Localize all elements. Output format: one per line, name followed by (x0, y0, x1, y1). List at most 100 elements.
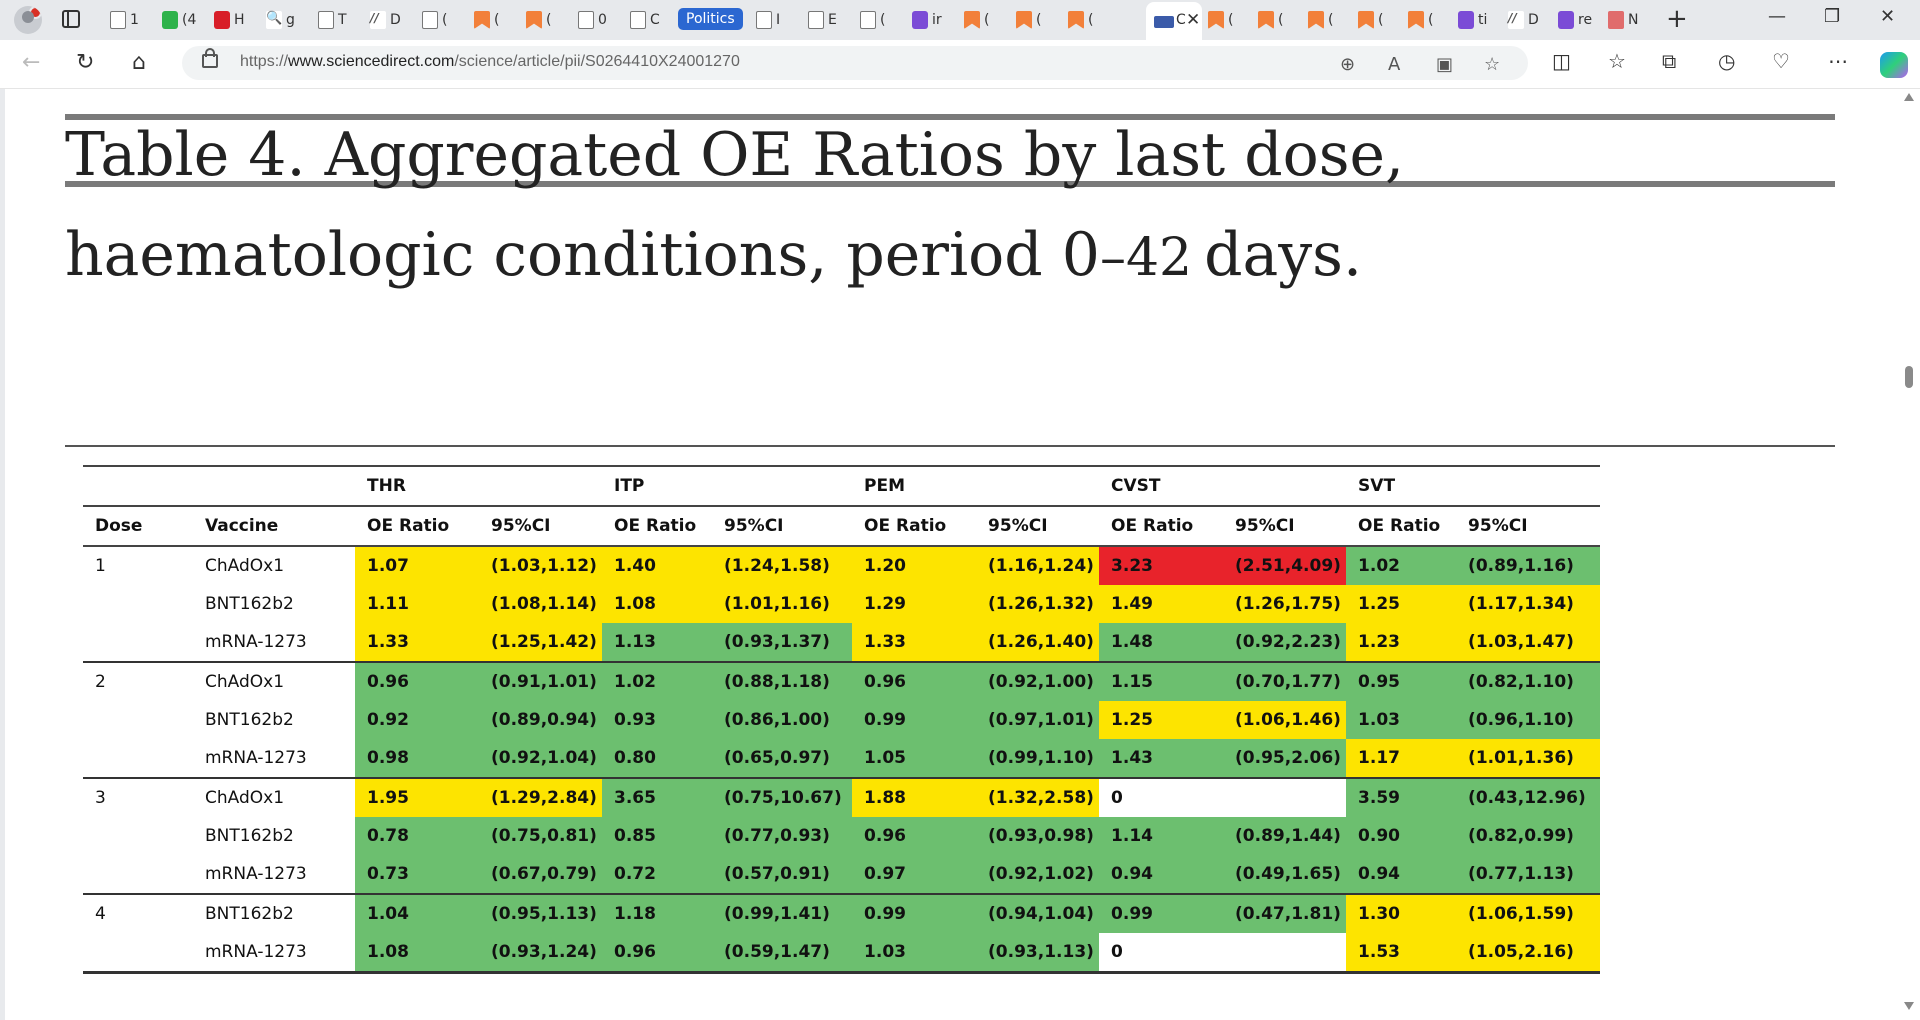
browser-tab[interactable]: //D (1508, 6, 1539, 34)
vaccine-cell: mRNA-1273 (193, 933, 355, 974)
vertical-scrollbar[interactable] (1898, 89, 1920, 1020)
table-row: 1 ChAdOx1 1.07 (1.03,1.12) 1.40 (1.24,1.58) 1.… (83, 546, 1601, 585)
group-header-row: THR ITP PEM CVST SVT (83, 465, 1601, 506)
ci-cell: (1.26,1.75) (1223, 585, 1347, 623)
oe-ratio-cell: 1.03 (1346, 701, 1457, 739)
table-row: 3 ChAdOx1 1.95 (1.29,2.84) 3.65 (0.75,10.67) 1… (83, 777, 1601, 817)
url-text[interactable]: https://www.sciencedirect.com/science/ar… (240, 53, 740, 70)
browser-tab[interactable]: C (630, 6, 660, 34)
yahoo-icon (1558, 11, 1574, 29)
column-header: OE Ratio (602, 505, 713, 547)
tab-label: H (234, 12, 245, 28)
browser-tab[interactable]: I (756, 6, 780, 34)
ci-cell: (0.65,0.97) (712, 739, 853, 778)
favorites-icon[interactable]: ☆ (1608, 49, 1626, 73)
table-title-top-rule (65, 181, 1835, 187)
browser-tab[interactable]: ( (1016, 6, 1041, 34)
refresh-button[interactable]: ↻ (76, 50, 95, 75)
oe-ratio-cell: 1.49 (1099, 585, 1224, 623)
oe-ratio-cell: 0.95 (1346, 661, 1457, 701)
browser-tab[interactable]: ( (474, 6, 499, 34)
restore-button[interactable]: ❐ (1824, 6, 1841, 27)
ci-cell: (0.88,1.18) (712, 661, 853, 701)
browser-tab[interactable]: T (318, 6, 347, 34)
oe-ratio-cell: 1.05 (852, 739, 977, 778)
active-tab[interactable]: ✕ C (1146, 2, 1202, 40)
dose-cell: 3 (83, 777, 193, 817)
oe-ratio-cell: 0.99 (852, 701, 977, 739)
browser-tab[interactable]: ( (1408, 6, 1433, 34)
collections-icon[interactable]: ⧉ (1662, 49, 1677, 73)
browser-tab[interactable]: ( (526, 6, 551, 34)
tab-group-politics[interactable]: Politics (678, 8, 743, 30)
zoom-icon[interactable]: ⊕ (1340, 54, 1356, 75)
bookmark-icon (474, 11, 490, 29)
vaccine-cell: mRNA-1273 (205, 864, 307, 884)
column-header: Vaccine (193, 505, 355, 547)
oe-ratio-cell: 0.85 (602, 817, 713, 855)
more-menu-icon[interactable]: ⋯ (1828, 49, 1848, 73)
address-bar[interactable]: https://www.sciencedirect.com/science/ar… (182, 46, 1528, 80)
home-button[interactable]: ⌂ (132, 50, 146, 75)
oe-ratio-cell: 0.99 (1099, 893, 1224, 933)
lock-icon[interactable] (202, 48, 218, 68)
oe-ratio-cell: 1.15 (1099, 661, 1224, 701)
profile-avatar-icon[interactable] (14, 6, 42, 34)
oe-ratio-cell: 1.33 (355, 623, 479, 662)
browser-tab[interactable]: 🔍 g (266, 6, 295, 34)
browser-tab[interactable]: ti (1458, 6, 1487, 34)
browser-tab[interactable]: ( (422, 6, 447, 34)
browser-tab[interactable]: ( (1208, 6, 1233, 34)
scroll-thumb[interactable] (1905, 366, 1913, 388)
browser-tab[interactable]: E (808, 6, 837, 34)
browser-tab[interactable]: ( (1258, 6, 1283, 34)
ar-icon: // (370, 11, 386, 29)
r-icon (1608, 11, 1624, 29)
browser-tab[interactable]: 0 (578, 6, 607, 34)
vaccine-cell: BNT162b2 (193, 893, 355, 933)
ci-cell: (1.03,1.47) (1456, 623, 1601, 662)
browser-tab[interactable]: H (214, 6, 245, 34)
browser-tab[interactable]: 1 (110, 6, 139, 34)
browser-tab[interactable]: ( (1068, 6, 1093, 34)
ci-cell: (0.91,1.01) (479, 661, 603, 701)
new-tab-button[interactable]: + (1666, 4, 1688, 34)
history-icon[interactable]: ◷ (1718, 49, 1736, 73)
tab-actions-icon[interactable] (62, 10, 80, 28)
browser-tab[interactable]: ir (912, 6, 942, 34)
scroll-down-icon[interactable] (1904, 1002, 1914, 1010)
browser-tab[interactable]: ( (964, 6, 989, 34)
favorite-star-icon[interactable]: ☆ (1484, 54, 1501, 75)
immersive-reader-icon[interactable]: ▣ (1436, 54, 1454, 75)
close-tab-icon[interactable]: ✕ (1186, 10, 1201, 30)
oe-ratio-cell: 0 (1099, 777, 1224, 817)
scroll-up-icon[interactable] (1904, 93, 1914, 101)
ci-cell: (0.47,1.81) (1223, 893, 1347, 933)
browser-essentials-icon[interactable]: ♡ (1772, 49, 1790, 73)
read-aloud-icon[interactable]: A (1388, 54, 1401, 75)
minimize-button[interactable]: — (1768, 6, 1786, 27)
copilot-icon[interactable] (1880, 52, 1908, 78)
close-window-button[interactable]: ✕ (1880, 6, 1896, 27)
table-row: BNT162b2 1.11 (1.08,1.14) 1.08 (1.01,1.16) 1.… (83, 585, 1601, 623)
tab-label: 1 (130, 12, 139, 28)
ci-cell: (0.93,1.37) (712, 623, 853, 662)
browser-tab[interactable]: //D (370, 6, 401, 34)
browser-tab[interactable]: ( (860, 6, 885, 34)
browser-tab[interactable]: ( (1308, 6, 1333, 34)
split-screen-icon[interactable]: ◫ (1552, 49, 1571, 73)
browser-tab[interactable]: (4 (162, 6, 196, 34)
browser-tab[interactable]: re (1558, 6, 1592, 34)
ci-cell: (0.77,0.93) (712, 817, 853, 855)
column-header: 95%CI (976, 505, 1100, 547)
sciencedirect-favicon-icon (1154, 16, 1174, 28)
browser-tab[interactable]: N (1608, 6, 1638, 34)
ci-cell: (1.17,1.34) (1456, 585, 1601, 623)
back-button[interactable]: ← (22, 50, 41, 75)
oe-ratio-cell: 1.11 (355, 585, 479, 623)
column-header-row: Dose Vaccine OE Ratio 95%CI OE Ratio 95%CI OE … (83, 505, 1601, 547)
ci-cell: (0.97,1.01) (976, 701, 1100, 739)
browser-tab[interactable]: ( (1358, 6, 1383, 34)
tab-label: N (1628, 12, 1639, 28)
ci-cell: (0.86,1.00) (712, 701, 853, 739)
